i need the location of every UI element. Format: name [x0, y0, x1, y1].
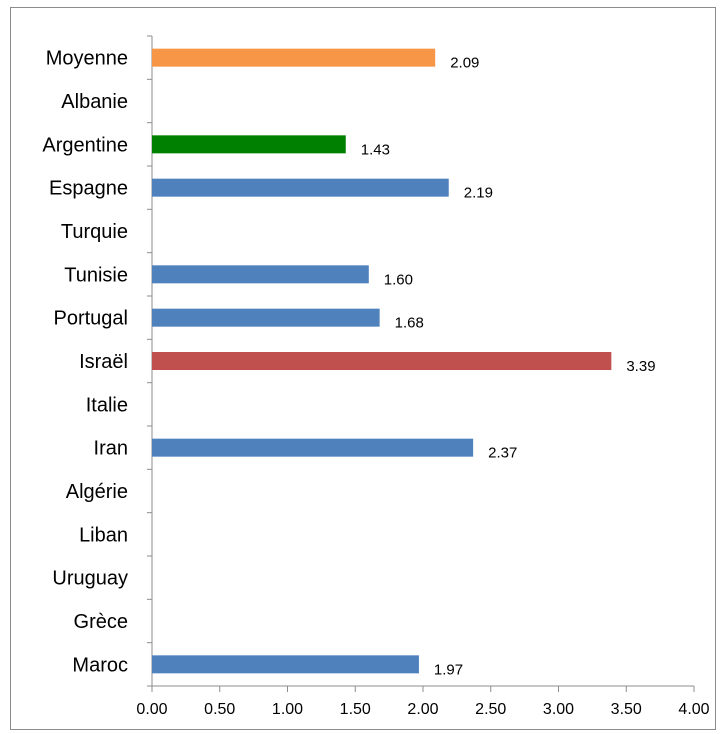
- category-label: Grèce: [74, 611, 128, 633]
- bar: [152, 352, 612, 370]
- x-tick-label: 1.50: [340, 701, 371, 718]
- category-label: Moyenne: [46, 48, 128, 70]
- value-label: 1.97: [434, 661, 463, 678]
- value-label: 1.43: [361, 141, 390, 158]
- chart-labels: 0.00 0.50 1.00 1.50 2.00 2.50 3.00 3.50 4.00 Moye…: [42, 48, 709, 718]
- category-label: Iran: [94, 438, 128, 460]
- category-label: Israël: [79, 351, 128, 373]
- bar: [152, 438, 474, 457]
- value-label: 1.68: [395, 315, 424, 332]
- bar: [152, 308, 380, 327]
- value-label: 2.09: [450, 55, 479, 72]
- value-label: 1.60: [384, 271, 413, 288]
- category-label: Turquie: [61, 221, 128, 243]
- category-label: Algérie: [66, 481, 128, 503]
- value-label: 2.19: [464, 185, 493, 202]
- category-label: Maroc: [72, 654, 128, 676]
- bar: [152, 265, 369, 284]
- category-label: Uruguay: [52, 568, 128, 590]
- category-label: Italie: [86, 394, 128, 416]
- x-tick-label: 0.00: [136, 701, 167, 718]
- bar: [152, 655, 419, 674]
- category-label: Portugal: [54, 308, 129, 330]
- x-tick-label: 2.00: [407, 701, 438, 718]
- value-label: 2.37: [488, 445, 517, 462]
- value-label: 3.39: [626, 358, 655, 375]
- x-tick-label: 3.00: [543, 701, 574, 718]
- bar: [152, 135, 346, 154]
- category-label: Tunisie: [64, 264, 128, 286]
- x-tick-label: 4.00: [678, 701, 709, 718]
- category-label: Albanie: [61, 91, 128, 113]
- x-tick-label: 3.50: [611, 701, 642, 718]
- category-label: Espagne: [49, 178, 128, 200]
- bar: [152, 178, 449, 197]
- x-tick-label: 2.50: [475, 701, 506, 718]
- category-label: Liban: [79, 524, 128, 546]
- chart-bars: [152, 48, 612, 674]
- bar: [152, 48, 436, 67]
- x-tick-label: 0.50: [204, 701, 235, 718]
- category-label: Argentine: [42, 134, 128, 156]
- x-tick-label: 1.00: [272, 701, 303, 718]
